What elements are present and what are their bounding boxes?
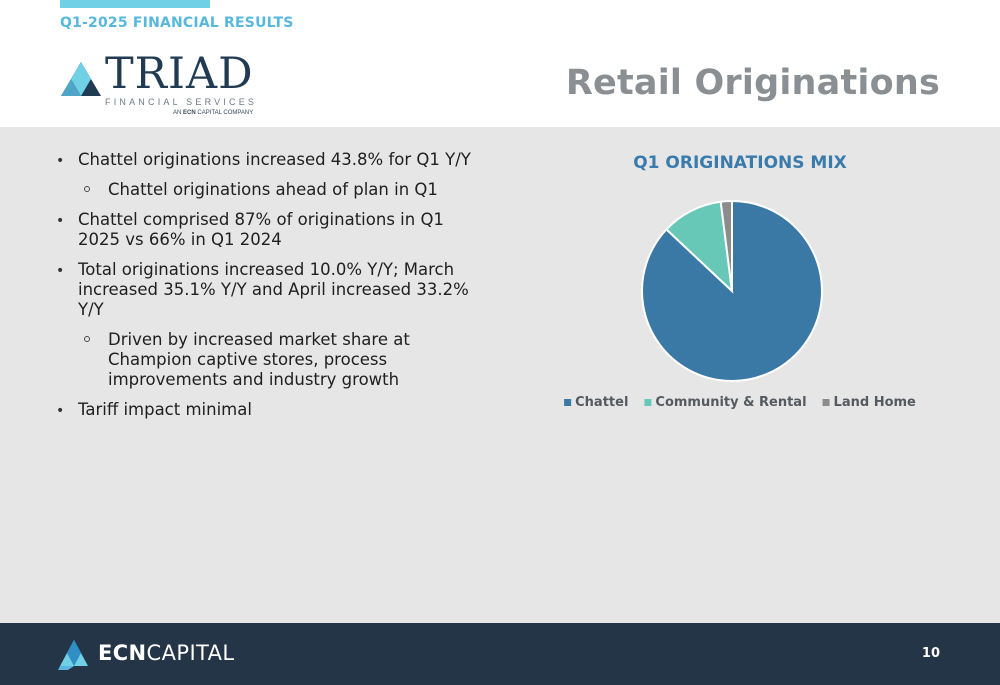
bullet-text: Tariff impact minimal — [78, 400, 252, 419]
bullet-dot-icon: • — [56, 263, 65, 279]
sub-bullet-circle-icon — [84, 336, 90, 342]
ecn-brand-bold: ECN — [98, 641, 147, 665]
bullet-item: • Chattel originations increased 43.8% f… — [56, 150, 486, 170]
legend-label: Chattel — [575, 395, 628, 410]
sub-bullet-circle-icon — [84, 186, 90, 192]
bullet-text: Chattel originations increased 43.8% for… — [78, 150, 471, 169]
bullet-dot-icon: • — [56, 403, 65, 419]
sub-bullet-item: Chattel originations ahead of plan in Q1 — [56, 180, 486, 200]
legend-item: Land Home — [822, 395, 916, 410]
ecn-triangle-logo-icon — [58, 640, 88, 670]
legend-label: Community & Rental — [655, 395, 806, 410]
bullet-item: • Total originations increased 10.0% Y/Y… — [56, 260, 486, 320]
triad-logo: TRIAD FINANCIAL SERVICES AN ECN CAPITAL … — [56, 53, 266, 120]
header-accent-bar — [60, 0, 210, 8]
chart-title: Q1 ORIGINATIONS MIX — [633, 153, 847, 173]
triad-tagline-suffix: CAPITAL COMPANY — [197, 110, 254, 116]
footer-bar — [0, 623, 1000, 685]
sub-bullet-text: Chattel originations ahead of plan in Q1 — [108, 180, 438, 199]
bullet-dot-icon: • — [56, 213, 65, 229]
ecn-capital-wordmark: ECNCAPITAL — [98, 641, 235, 665]
triad-logo-subtitle: FINANCIAL SERVICES — [105, 97, 258, 107]
content-area — [0, 127, 1000, 623]
triangle-logo-icon — [61, 62, 101, 96]
legend-swatch — [822, 399, 830, 406]
ecn-brand-light: CAPITAL — [146, 641, 235, 665]
bullet-text: Total originations increased 10.0% Y/Y; … — [78, 260, 469, 319]
triad-tagline-bold: ECN — [183, 110, 196, 116]
triad-logo-tagline: AN ECN CAPITAL COMPANY — [173, 110, 253, 116]
sub-bullet-item: Driven by increased market share at Cham… — [56, 330, 486, 390]
legend-swatch — [564, 399, 572, 406]
legend-item: Chattel — [564, 395, 628, 410]
bullet-item: • Chattel comprised 87% of originations … — [56, 210, 486, 250]
legend-item: Community & Rental — [644, 395, 807, 410]
page-number: 10 — [921, 646, 940, 661]
triad-tagline-prefix: AN — [173, 110, 182, 116]
bullet-text: Chattel comprised 87% of originations in… — [78, 210, 444, 249]
header-kicker: Q1-2025 FINANCIAL RESULTS — [60, 15, 294, 31]
originations-pie-chart: Chattel Community & Rental Land Home — [564, 199, 916, 410]
sub-bullet-text: Driven by increased market share at Cham… — [108, 330, 410, 389]
triad-logo-wordmark: TRIAD — [105, 49, 254, 99]
bullet-dot-icon: • — [56, 153, 65, 169]
legend-label: Land Home — [834, 395, 916, 410]
bullet-list: • Chattel originations increased 43.8% f… — [56, 150, 486, 430]
legend-swatch — [644, 399, 652, 406]
ecn-capital-logo: ECNCAPITAL — [58, 640, 278, 670]
pie-slice-land-home — [719, 199, 733, 292]
page-title: Retail Originations — [565, 63, 940, 103]
bullet-item: • Tariff impact minimal — [56, 400, 486, 420]
